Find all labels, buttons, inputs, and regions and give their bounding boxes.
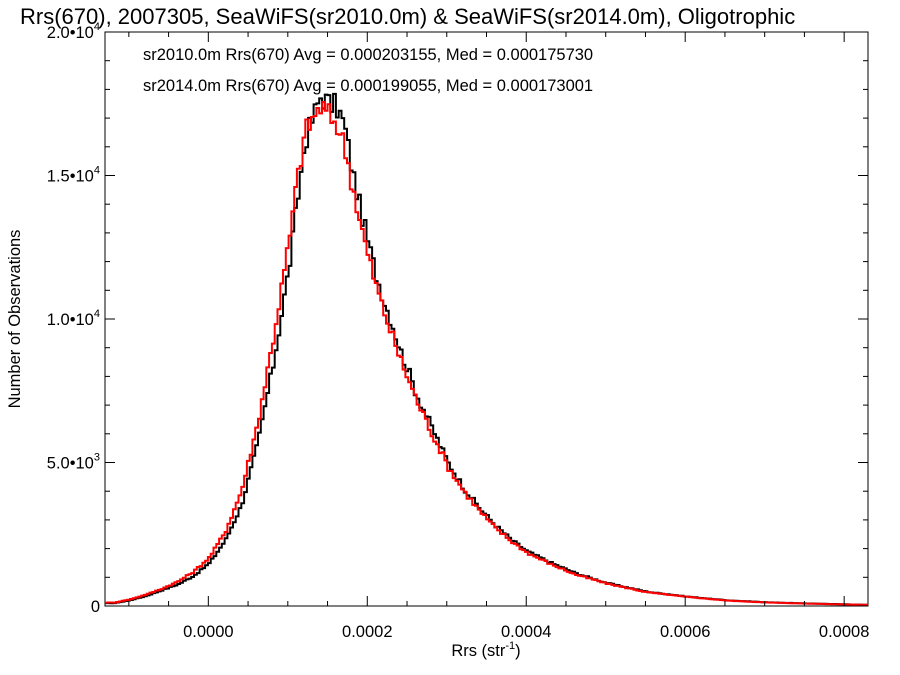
histogram-series-1: [105, 92, 869, 606]
annotation-series-1: sr2010.0m Rrs(670) Avg = 0.000203155, Me…: [143, 46, 593, 64]
x-axis-label: Rrs (str-1): [451, 640, 520, 660]
x-axis-label-sup: -1: [505, 640, 515, 652]
series-layer: [105, 92, 869, 606]
y-axis: 0 5.0•103 1.0•104 1.5•104 2.0•104: [47, 21, 868, 616]
y-tick-label: 5.0•103: [47, 452, 100, 473]
y-tick-label: 1.0•104: [47, 308, 100, 329]
x-tick-label: 0.0006: [660, 623, 710, 641]
x-tick-label: 0.0000: [183, 623, 233, 641]
y-tick-label: 0: [91, 598, 100, 616]
y-tick-label: 2.0•104: [47, 21, 100, 42]
y-tick-label: 1.5•104: [47, 165, 100, 186]
x-tick-label: 0.0004: [501, 623, 551, 641]
x-axis-label-main: Rrs (str: [451, 642, 506, 660]
y-axis-label: Number of Observations: [6, 230, 24, 409]
x-tick-label: 0.0008: [819, 623, 869, 641]
x-tick-label: 0.0002: [342, 623, 392, 641]
x-axis: 0.0000 0.0002 0.0004 0.0006 0.0008: [128, 32, 869, 641]
annotations: sr2010.0m Rrs(670) Avg = 0.000203155, Me…: [143, 46, 593, 95]
histogram-series-2: [105, 101, 869, 606]
x-axis-label-end: ): [515, 642, 521, 660]
plot-area: 0.0000 0.0002 0.0004 0.0006 0.0008 0 5.0•103 1…: [47, 21, 870, 641]
chart-title: Rrs(670), 2007305, SeaWiFS(sr2010.0m) & …: [20, 4, 795, 29]
annotation-series-2: sr2014.0m Rrs(670) Avg = 0.000199055, Me…: [143, 77, 593, 95]
